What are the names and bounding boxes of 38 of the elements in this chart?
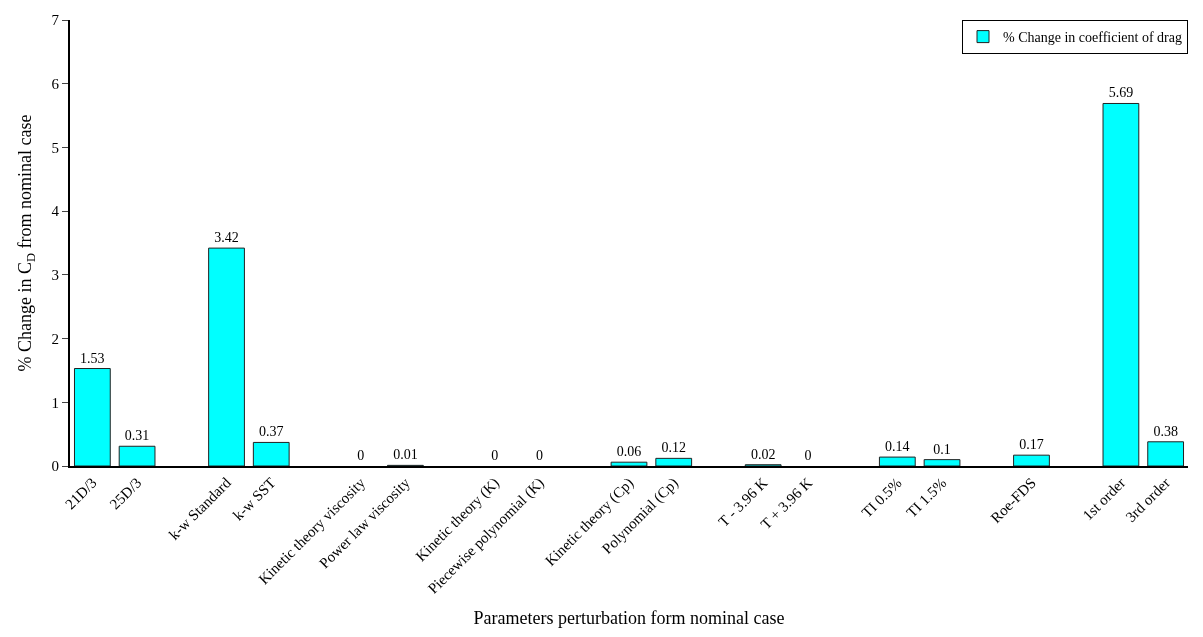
bar	[252, 441, 290, 466]
data-label: 0.12	[661, 440, 686, 456]
data-label: 0.38	[1153, 423, 1178, 439]
data-label: 0	[357, 448, 365, 463]
y-tick-label: 1	[51, 394, 59, 411]
y-tick-label: 0	[51, 458, 59, 475]
bar	[1013, 454, 1050, 466]
bar	[878, 456, 916, 466]
data-label: 3.42	[214, 230, 239, 246]
data-label: 0.14	[885, 439, 910, 455]
bar	[208, 247, 245, 466]
data-label: 0.37	[258, 424, 284, 440]
y-tick-label: 3	[51, 267, 59, 284]
data-label: 0.06	[616, 444, 642, 460]
data-label: 0	[804, 448, 812, 463]
data-label: 0	[536, 448, 544, 463]
data-label: 0.1	[933, 441, 951, 457]
bar	[73, 368, 111, 466]
y-tick-label: 6	[51, 75, 60, 92]
data-label: 5.69	[1108, 85, 1134, 101]
y-tick-label: 2	[51, 330, 59, 347]
bar	[655, 457, 693, 466]
data-label: 0.31	[124, 428, 150, 444]
legend-label: % Change in coefficient of drag	[1003, 30, 1182, 46]
data-label: 1.53	[80, 350, 105, 366]
bar	[1147, 441, 1185, 466]
y-tick-label: 7	[51, 12, 60, 29]
bar	[923, 459, 961, 466]
data-label: 0.02	[750, 446, 776, 462]
data-label: 0	[491, 448, 499, 463]
data-label: 0.17	[1019, 437, 1044, 453]
y-tick-label: 5	[51, 139, 59, 156]
y-tick-label: 4	[51, 203, 60, 220]
x-axis-title: Parameters perturbation form nominal case	[473, 607, 785, 628]
bar	[610, 461, 648, 466]
bar	[118, 445, 156, 466]
data-label: 0.01	[393, 447, 418, 463]
bar	[1102, 102, 1140, 466]
